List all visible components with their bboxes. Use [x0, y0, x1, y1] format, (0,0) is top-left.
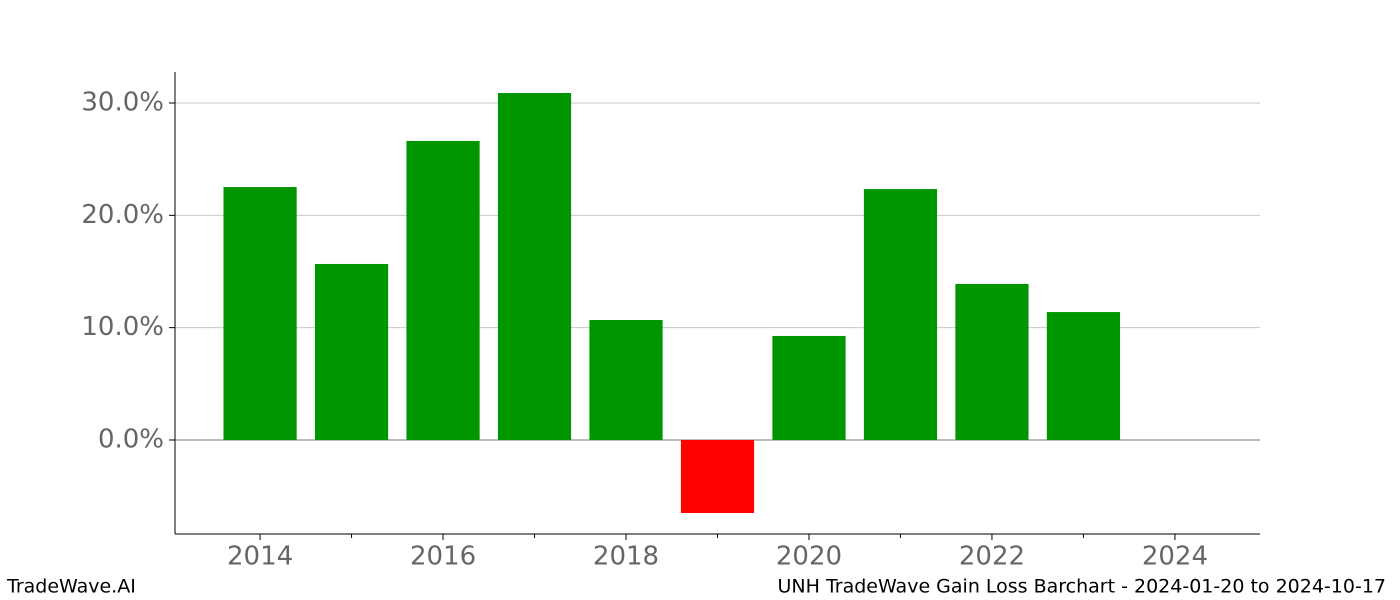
bar: [772, 335, 846, 440]
y-tick-label: 20.0%: [81, 200, 164, 230]
x-tick-label: 2024: [1142, 542, 1208, 572]
bar: [314, 263, 389, 440]
bar: [589, 320, 663, 440]
y-tick-label: 10.0%: [81, 312, 164, 342]
y-tick-label: 0.0%: [98, 424, 164, 454]
bar: [680, 439, 755, 513]
x-tick-label: 2018: [593, 542, 659, 572]
x-tick-label: 2014: [227, 542, 293, 572]
bar: [223, 187, 297, 440]
bar: [1046, 312, 1121, 440]
x-tick-label: 2020: [776, 542, 842, 572]
bar: [863, 189, 938, 440]
bar: [406, 140, 480, 440]
bar: [497, 93, 572, 440]
y-tick-label: 30.0%: [81, 88, 164, 118]
x-tick-label: 2016: [410, 542, 476, 572]
x-tick-label: 2022: [959, 542, 1025, 572]
footer-caption: UNH TradeWave Gain Loss Barchart - 2024-…: [778, 576, 1386, 598]
bar: [955, 283, 1029, 440]
footer-brand: TradeWave.AI: [6, 576, 136, 598]
